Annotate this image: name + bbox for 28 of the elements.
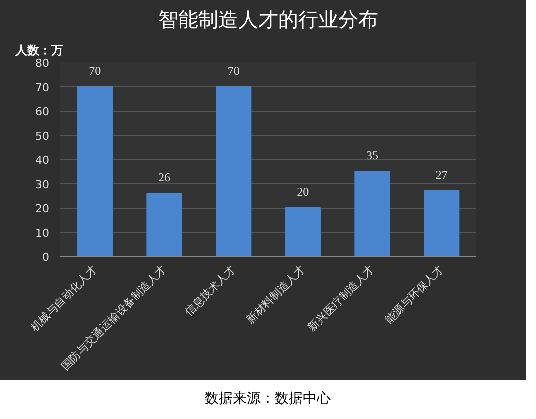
data-label: 70 bbox=[89, 64, 102, 78]
bar bbox=[146, 192, 182, 256]
bar bbox=[77, 86, 113, 256]
y-tick-label: 10 bbox=[36, 226, 50, 240]
data-label: 35 bbox=[366, 148, 378, 163]
data-label: 27 bbox=[436, 168, 448, 182]
y-tick-label: 40 bbox=[36, 154, 50, 167]
chart-title: 智能制造人才的行业分布 bbox=[158, 8, 378, 32]
y-tick-label: 20 bbox=[36, 202, 50, 216]
y-tick-label: 50 bbox=[36, 130, 50, 143]
y-tick-label: 30 bbox=[36, 178, 50, 192]
x-tick-label: 能源与环保人才 bbox=[382, 262, 446, 327]
y-tick-label: 80 bbox=[36, 57, 50, 70]
bar bbox=[285, 208, 321, 256]
x-tick-label: 信息技术人才 bbox=[182, 262, 238, 319]
bar bbox=[424, 190, 460, 256]
data-label: 70 bbox=[228, 64, 240, 78]
data-label: 26 bbox=[158, 170, 170, 184]
y-tick-label: 70 bbox=[36, 81, 50, 94]
y-tick-label: 0 bbox=[42, 251, 50, 264]
data-label: 20 bbox=[297, 185, 310, 199]
bar bbox=[354, 171, 390, 256]
x-tick-label: 新兴医疗制造人才 bbox=[306, 262, 378, 334]
y-axis-title: 人数：万 bbox=[14, 44, 64, 58]
y-tick-label: 60 bbox=[36, 106, 50, 118]
bar bbox=[216, 86, 252, 256]
source-note: 数据来源：数据中心 bbox=[205, 390, 331, 409]
x-tick-label: 新材料制造人才 bbox=[244, 262, 308, 327]
